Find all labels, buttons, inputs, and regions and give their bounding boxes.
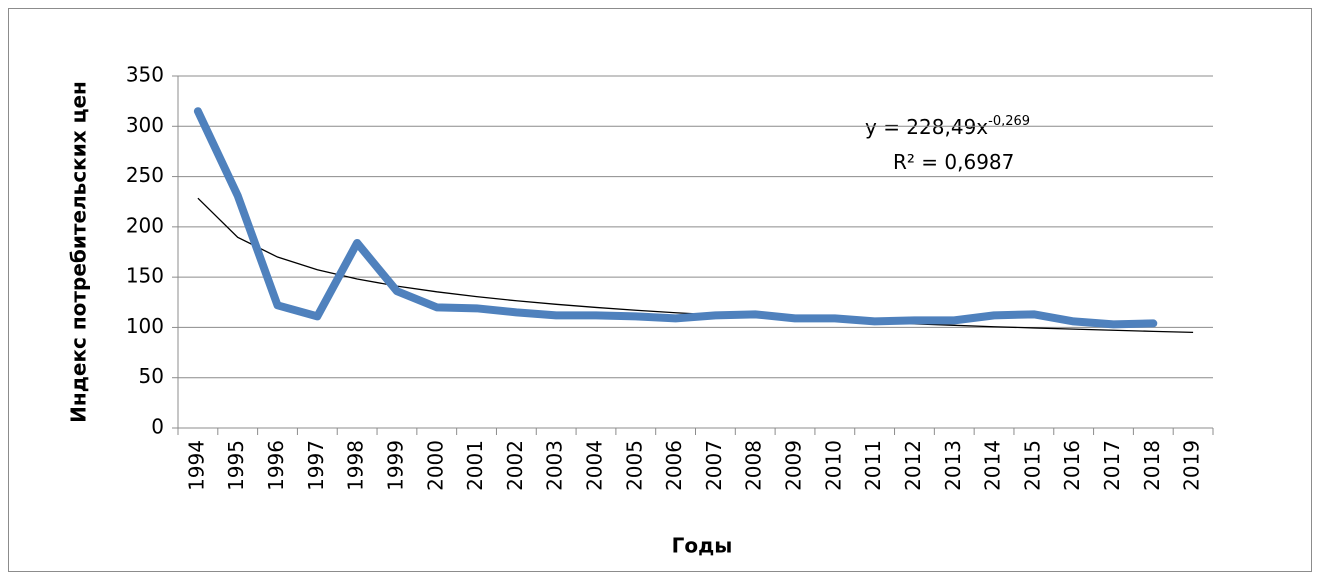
x-tick-label: 1995 <box>224 440 248 491</box>
y-axis-label: Индекс потребительских цен <box>67 81 91 423</box>
x-tick-label: 2003 <box>543 440 567 491</box>
y-tick-label: 250 <box>126 163 164 187</box>
y-tick-label: 350 <box>126 63 164 87</box>
chart-frame <box>8 8 1312 572</box>
x-tick-label: 1996 <box>264 440 288 491</box>
x-tick-label: 2010 <box>821 440 845 491</box>
x-axis-label: Годы <box>672 534 733 558</box>
x-tick-label: 2011 <box>861 440 885 491</box>
equation-exponent: -0,269 <box>988 114 1030 129</box>
x-tick-label: 2004 <box>582 440 606 491</box>
y-tick-label: 50 <box>139 364 164 388</box>
x-tick-label: 2019 <box>1180 440 1204 491</box>
x-tick-label: 2005 <box>622 440 646 491</box>
trend-equation: y = 228,49x-0,269 <box>865 114 1030 139</box>
x-tick-label: 2017 <box>1100 440 1124 491</box>
x-tick-label: 1997 <box>304 440 328 491</box>
x-tick-label: 2006 <box>662 440 686 491</box>
x-tick-label: 2015 <box>1020 440 1044 491</box>
x-tick-label: 2002 <box>503 440 527 491</box>
equation-text: y = 228,49x <box>865 115 988 139</box>
x-tick-label: 2008 <box>742 440 766 491</box>
data-line <box>193 107 1158 329</box>
x-tick-label: 1999 <box>383 440 407 491</box>
x-tick-label: 1994 <box>184 440 208 491</box>
y-tick-label: 0 <box>151 415 164 439</box>
x-tick-label: 2001 <box>463 440 487 491</box>
x-tick-label: 2018 <box>1140 440 1164 491</box>
y-tick-label: 300 <box>126 113 164 137</box>
y-tick-label: 200 <box>126 213 164 237</box>
x-tick-label: 1998 <box>344 440 368 491</box>
x-tick-label: 2000 <box>423 440 447 491</box>
x-tick-label: 2013 <box>941 440 965 491</box>
x-tick-label: 2014 <box>981 440 1005 491</box>
y-tick-label: 150 <box>126 264 164 288</box>
x-tick-label: 2009 <box>782 440 806 491</box>
r-squared: R² = 0,6987 <box>893 150 1014 174</box>
x-tick-label: 2016 <box>1060 440 1084 491</box>
y-tick-label: 100 <box>126 314 164 338</box>
x-tick-label: 2012 <box>901 440 925 491</box>
x-tick-label: 2007 <box>702 440 726 491</box>
